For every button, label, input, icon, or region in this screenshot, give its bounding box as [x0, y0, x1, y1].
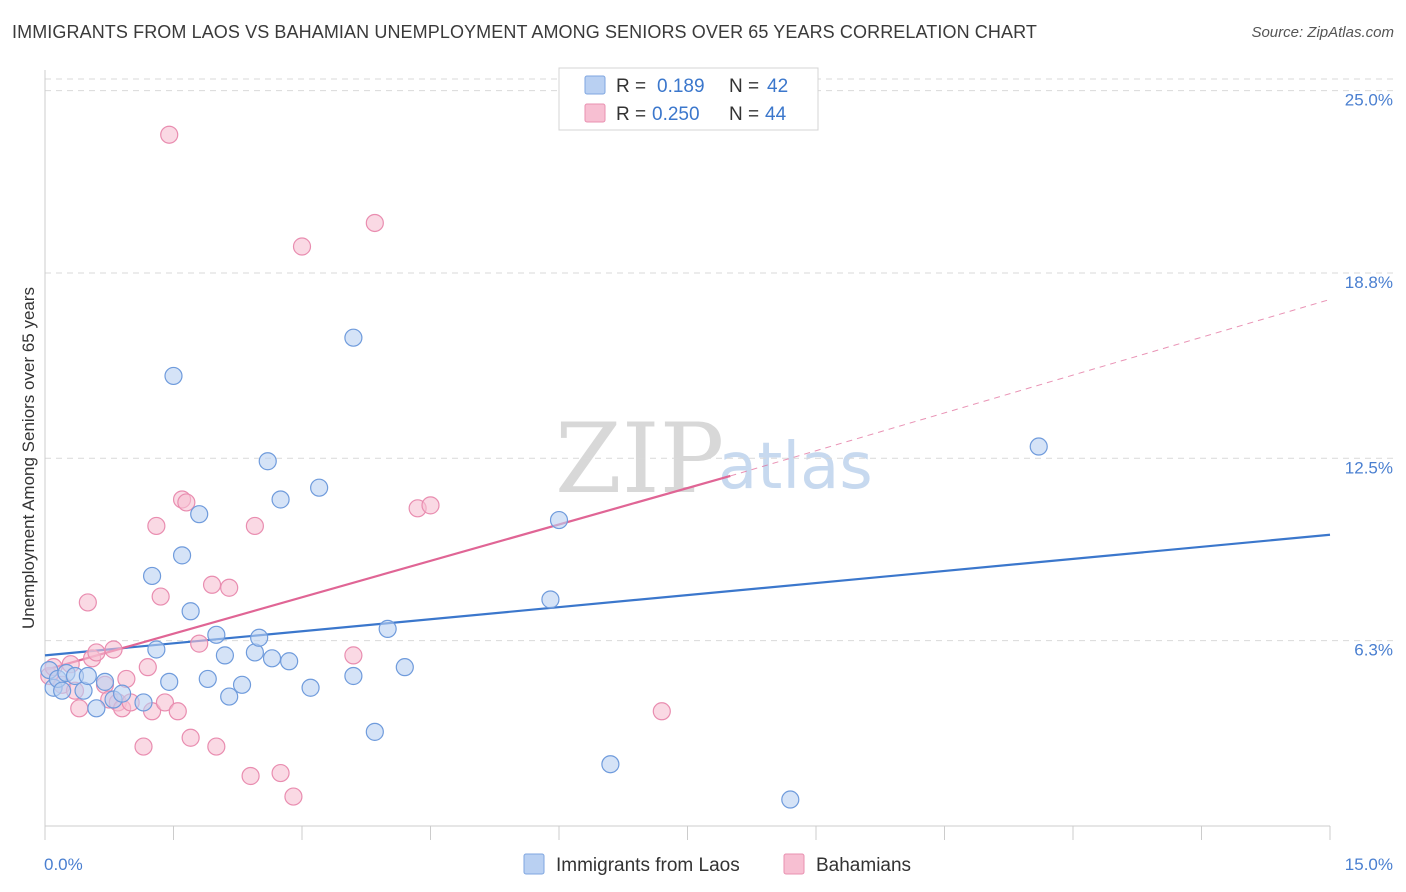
point-bahamians [202, 575, 222, 594]
point-laos [172, 546, 192, 565]
legend-swatch-bahamians [584, 103, 606, 123]
gridlines [45, 78, 1395, 642]
point-laos [181, 602, 200, 621]
x-tick-label-max: 15.0% [1345, 855, 1393, 874]
point-bahamians [78, 593, 97, 612]
watermark-atlas: atlas [718, 430, 873, 504]
series-legend-label-laos: Immigrants from Laos [556, 855, 740, 876]
point-laos [280, 652, 299, 671]
legend-swatch-laos [584, 75, 606, 95]
point-bahamians [104, 640, 123, 659]
point-laos [344, 328, 363, 347]
point-laos [220, 687, 239, 706]
point-laos [250, 628, 269, 647]
point-bahamians [284, 787, 303, 806]
data-points [40, 125, 1048, 809]
y-tick-labels: 6.3% 12.5% 18.8% 25.0% [1345, 91, 1393, 660]
point-laos [190, 505, 209, 524]
point-bahamians [155, 693, 175, 712]
point-bahamians [652, 702, 671, 721]
series-legend-swatch-bahamians [783, 853, 805, 875]
series-legend-label-bahamians: Bahamians [816, 855, 911, 876]
x-tick-labels: 0.0% 15.0% [44, 855, 1393, 874]
point-laos [344, 666, 363, 686]
point-bahamians [207, 737, 226, 756]
point-laos [164, 366, 183, 386]
point-bahamians [245, 516, 264, 536]
point-laos [78, 666, 97, 686]
legend-n-value-bahamians: 44 [765, 104, 787, 125]
point-laos [53, 681, 72, 700]
point-laos [378, 619, 397, 639]
point-bahamians [138, 658, 157, 677]
point-bahamians [190, 634, 209, 653]
point-laos [310, 478, 329, 497]
point-bahamians [271, 763, 290, 783]
legend-n-value-laos: 42 [767, 76, 788, 97]
point-bahamians [220, 578, 239, 597]
point-laos [142, 566, 162, 586]
point-laos [301, 678, 320, 697]
watermark-zip: ZIP [555, 403, 724, 515]
series-legend-swatch-laos [523, 853, 545, 875]
point-bahamians [87, 643, 106, 662]
point-bahamians [151, 587, 170, 606]
point-laos [87, 699, 106, 718]
y-tick-label: 18.8% [1345, 273, 1393, 292]
point-bahamians [177, 493, 196, 512]
point-laos [601, 755, 620, 774]
point-laos [147, 640, 166, 659]
point-laos [95, 672, 115, 691]
point-bahamians [181, 728, 200, 747]
y-tick-label: 25.0% [1345, 91, 1393, 110]
trendline-bahamians [44, 474, 731, 672]
point-bahamians [292, 237, 312, 256]
point-bahamians [344, 646, 363, 665]
point-bahamians [168, 702, 187, 721]
chart-title: IMMIGRANTS FROM LAOS VS BAHAMIAN UNEMPLO… [12, 22, 1037, 42]
trendline-bahamians-extension [730, 298, 1331, 477]
correlation-legend: R = 0.189 N = 42 R = 0.250 N = 44 [558, 67, 819, 131]
y-tick-label: 12.5% [1345, 458, 1393, 477]
legend-r-value-laos: 0.189 [657, 76, 705, 97]
point-laos [112, 684, 132, 703]
point-laos [395, 658, 414, 677]
point-laos [198, 669, 217, 689]
legend-r-label-bahamians: R = [616, 104, 646, 125]
x-tick-label-min: 0.0% [44, 855, 83, 874]
point-laos [781, 790, 800, 809]
point-bahamians [70, 699, 89, 718]
point-bahamians [421, 496, 440, 515]
point-bahamians [241, 766, 260, 786]
y-axis-label: Unemployment Among Seniors over 65 years [19, 287, 38, 629]
point-laos [215, 646, 234, 665]
series-legend: Immigrants from Laos Bahamians [523, 853, 911, 876]
point-laos [207, 625, 226, 644]
legend-n-label-bahamians: N = [729, 104, 759, 125]
point-laos [541, 590, 560, 609]
point-laos [160, 672, 179, 691]
point-laos [134, 693, 153, 712]
point-laos [258, 452, 277, 471]
point-bahamians [134, 737, 153, 756]
source-label: Source: ZipAtlas.com [1251, 24, 1394, 41]
legend-n-label-laos: N = [729, 76, 759, 97]
point-laos [232, 675, 252, 694]
legend-r-label-laos: R = [616, 76, 646, 97]
point-bahamians [160, 125, 179, 144]
point-bahamians [365, 213, 384, 233]
point-laos [365, 722, 384, 741]
trendline-laos [44, 533, 1331, 657]
point-laos [271, 490, 290, 509]
point-bahamians [147, 516, 166, 536]
point-laos [1029, 437, 1048, 456]
axes [44, 70, 1331, 840]
point-laos [262, 649, 282, 668]
legend-r-value-bahamians: 0.250 [652, 104, 700, 125]
y-tick-label: 6.3% [1354, 641, 1393, 660]
point-laos [549, 510, 569, 530]
